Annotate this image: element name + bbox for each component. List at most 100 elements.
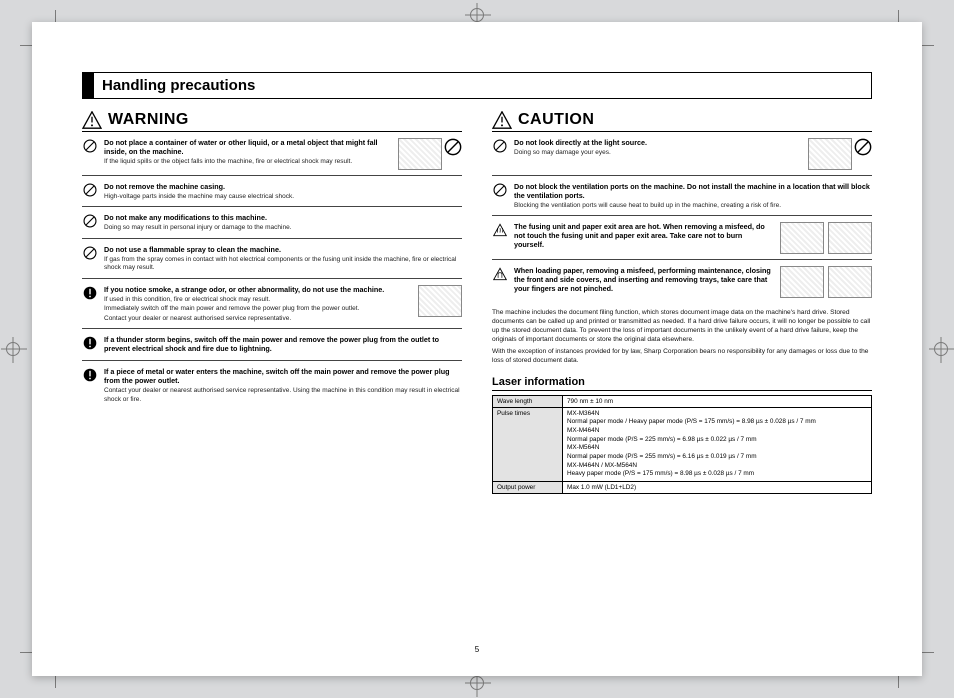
item-illustration [392, 285, 462, 323]
item-body: Do not remove the machine casing. High-vo… [104, 182, 462, 201]
item-title: Do not place a container of water or oth… [104, 138, 386, 156]
exclamation-icon [83, 368, 97, 382]
item-body: Do not place a container of water or oth… [104, 138, 386, 170]
exclamation-icon [83, 286, 97, 300]
precaution-item: If a thunder storm begins, switch off th… [82, 335, 462, 361]
caution-column: CAUTION Do not look directly at the ligh… [492, 111, 872, 494]
item-illustration [780, 266, 872, 298]
item-text: Contact your dealer or nearest authorise… [104, 315, 386, 323]
warning-list: Do not place a container of water or oth… [82, 138, 462, 409]
item-title: Do not use a flammable spray to clean th… [104, 245, 462, 254]
prohibit-icon [493, 139, 507, 153]
item-text: Doing so may result in personal injury o… [104, 224, 462, 232]
content-columns: WARNING Do not place a container of wate… [82, 111, 872, 494]
pulse-line: Normal paper mode (P/S = 225 mm/s) = 6.9… [567, 436, 867, 445]
item-title: Do not look directly at the light source… [514, 138, 796, 147]
table-row: Wave length 790 nm ± 10 nm [493, 395, 872, 407]
pulse-line: MX-M464N [567, 427, 867, 436]
item-title: Do not block the ventilation ports on th… [514, 182, 872, 200]
illustration-box [828, 266, 872, 298]
item-text: Contact your dealer or nearest authorise… [104, 387, 462, 404]
item-text: If the liquid spills or the object falls… [104, 158, 386, 166]
item-title: Do not make any modifications to this ma… [104, 213, 462, 222]
precaution-item: Do not make any modifications to this ma… [82, 213, 462, 238]
item-illustration [802, 138, 872, 170]
item-icon-column [82, 182, 98, 201]
document-page: Handling precautions WARNING Do not plac… [32, 22, 922, 676]
exclamation-icon [83, 336, 97, 350]
item-body: If you notice smoke, a strange odor, or … [104, 285, 386, 323]
precaution-item: If a piece of metal or water enters the … [82, 367, 462, 409]
item-body: Do not block the ventilation ports on th… [514, 182, 872, 210]
pulse-line: Normal paper mode / Heavy paper mode (P/… [567, 418, 867, 427]
pinch-hazard-icon [493, 267, 507, 281]
warning-column: WARNING Do not place a container of wate… [82, 111, 462, 494]
precaution-item: When loading paper, removing a misfeed, … [492, 266, 872, 303]
item-title: If a thunder storm begins, switch off th… [104, 335, 462, 353]
laser-table: Wave length 790 nm ± 10 nm Pulse times M… [492, 395, 872, 494]
item-body: The fusing unit and paper exit area are … [514, 222, 774, 254]
wave-length-value: 790 nm ± 10 nm [563, 395, 872, 407]
precaution-item: If you notice smoke, a strange odor, or … [82, 285, 462, 329]
output-power-label: Output power [493, 481, 563, 493]
pulse-line: MX-M364N [567, 410, 867, 419]
caution-heading: CAUTION [518, 111, 594, 129]
hot-surface-icon [493, 223, 507, 237]
body-paragraph: The machine includes the document filing… [492, 309, 872, 345]
warning-heading: WARNING [108, 111, 189, 129]
item-title: The fusing unit and paper exit area are … [514, 222, 774, 249]
prohibit-small-icon [444, 138, 462, 156]
item-body: Do not use a flammable spray to clean th… [104, 245, 462, 273]
precaution-item: Do not place a container of water or oth… [82, 138, 462, 176]
prohibit-icon [83, 139, 97, 153]
registration-mark-right [934, 342, 948, 356]
item-icon-column [82, 285, 98, 323]
table-row: Pulse times MX-M364NNormal paper mode / … [493, 407, 872, 481]
item-title: If a piece of metal or water enters the … [104, 367, 462, 385]
prohibit-small-icon [854, 138, 872, 156]
item-icon-column [82, 213, 98, 232]
item-icon-column [82, 138, 98, 170]
body-paragraph: With the exception of instances provided… [492, 348, 872, 366]
item-body: When loading paper, removing a misfeed, … [514, 266, 774, 298]
section-title: Handling precautions [82, 72, 872, 99]
caution-triangle-icon [492, 111, 512, 129]
item-icon-column [492, 222, 508, 254]
laser-heading: Laser information [492, 376, 872, 391]
caution-list: Do not look directly at the light source… [492, 138, 872, 303]
item-icon-column [492, 266, 508, 298]
registration-mark-bottom [470, 676, 484, 690]
pulse-line: MX-M564N [567, 444, 867, 453]
precaution-item: Do not block the ventilation ports on th… [492, 182, 872, 216]
item-title: Do not remove the machine casing. [104, 182, 462, 191]
warning-triangle-icon [82, 111, 102, 129]
item-text: Immediately switch off the main power an… [104, 305, 386, 313]
wave-length-label: Wave length [493, 395, 563, 407]
item-text: Blocking the ventilation ports will caus… [514, 202, 872, 210]
item-text: Doing so may damage your eyes. [514, 149, 796, 157]
caution-paragraphs: The machine includes the document filing… [492, 309, 872, 365]
illustration-box [828, 222, 872, 254]
registration-mark-left [6, 342, 20, 356]
item-icon-column [492, 182, 508, 210]
item-icon-column [82, 367, 98, 404]
item-body: Do not make any modifications to this ma… [104, 213, 462, 232]
prohibit-icon [83, 246, 97, 260]
item-body: Do not look directly at the light source… [514, 138, 796, 170]
page-number: 5 [475, 645, 479, 654]
output-power-value: Max 1.0 mW (LD1+LD2) [563, 481, 872, 493]
precaution-item: Do not remove the machine casing. High-vo… [82, 182, 462, 207]
precaution-item: Do not use a flammable spray to clean th… [82, 245, 462, 279]
item-illustration [392, 138, 462, 170]
item-body: If a piece of metal or water enters the … [104, 367, 462, 404]
item-body: If a thunder storm begins, switch off th… [104, 335, 462, 355]
prohibit-icon [83, 183, 97, 197]
item-text: If gas from the spray comes in contact w… [104, 256, 462, 273]
warning-header: WARNING [82, 111, 462, 132]
item-text: High-voltage parts inside the machine ma… [104, 193, 462, 201]
pulse-times-value: MX-M364NNormal paper mode / Heavy paper … [563, 407, 872, 481]
table-row: Output power Max 1.0 mW (LD1+LD2) [493, 481, 872, 493]
pulse-line: Heavy paper mode (P/S = 175 mm/s) = 8.98… [567, 470, 867, 479]
pulse-line: Normal paper mode (P/S = 255 mm/s) = 6.1… [567, 453, 867, 462]
pulse-line: MX-M464N / MX-M564N [567, 462, 867, 471]
